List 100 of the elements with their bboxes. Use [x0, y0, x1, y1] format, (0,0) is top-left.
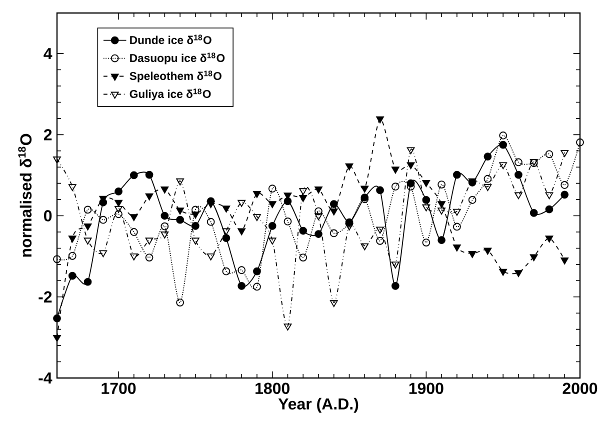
point	[330, 229, 338, 238]
legend-label: Dunde ice δ$^{18}$O	[130, 34, 212, 44]
y-tick-label: 2	[44, 129, 52, 140]
point	[268, 222, 276, 230]
point	[160, 186, 169, 194]
point	[514, 170, 522, 179]
point	[222, 234, 230, 242]
point	[53, 314, 61, 322]
point	[545, 205, 554, 214]
legend-label: Dasuopu ice δ$^{18}$O	[130, 52, 225, 64]
point	[206, 253, 215, 260]
point	[438, 180, 446, 188]
point	[314, 230, 322, 238]
point	[438, 236, 446, 244]
point	[376, 116, 384, 124]
point	[422, 238, 430, 246]
point	[160, 232, 169, 238]
point	[206, 218, 215, 226]
point	[68, 272, 76, 280]
point	[130, 214, 138, 222]
point	[406, 147, 415, 154]
point	[299, 226, 308, 235]
point	[53, 156, 61, 164]
point	[160, 222, 169, 230]
point	[560, 258, 569, 264]
point	[560, 181, 569, 189]
point	[330, 208, 338, 216]
point	[222, 228, 230, 236]
point	[560, 190, 569, 199]
point	[545, 192, 554, 200]
point	[114, 188, 122, 196]
point	[468, 196, 476, 204]
point	[284, 197, 292, 206]
point	[176, 298, 184, 306]
y-tick-label: -4	[38, 372, 52, 384]
y-axis-title: normalised δ$^{18}$O	[18, 134, 32, 257]
point	[145, 254, 154, 262]
point	[84, 238, 92, 245]
y-tick-label: 4	[44, 48, 52, 60]
point	[84, 223, 92, 230]
point	[314, 186, 322, 194]
point	[499, 140, 508, 149]
point	[192, 212, 200, 219]
point	[268, 201, 276, 208]
point	[422, 180, 430, 187]
point	[314, 213, 322, 220]
point	[192, 222, 200, 230]
point	[391, 282, 400, 290]
point	[114, 210, 122, 218]
point	[268, 184, 276, 193]
point	[345, 163, 354, 170]
point	[484, 174, 492, 183]
point	[299, 254, 308, 262]
x-tick-label: 1700	[102, 382, 136, 394]
point	[484, 184, 492, 192]
point	[145, 238, 154, 245]
point	[284, 324, 292, 331]
point	[560, 150, 569, 157]
point	[330, 200, 338, 208]
point	[130, 171, 138, 180]
point	[176, 208, 184, 215]
point	[284, 218, 292, 226]
legend-label: Speleothem δ$^{18}$O	[130, 70, 222, 82]
point	[484, 248, 492, 255]
point	[360, 186, 369, 193]
x-tick-label: 2000	[562, 382, 598, 394]
point	[576, 138, 584, 146]
point	[453, 222, 461, 231]
point	[453, 208, 461, 216]
point	[114, 206, 122, 213]
point	[68, 236, 76, 243]
point	[192, 238, 200, 245]
point	[130, 253, 138, 260]
point	[391, 262, 400, 268]
point	[253, 282, 261, 291]
x-tick-label: 1900	[409, 382, 444, 394]
point	[299, 195, 308, 202]
point	[268, 238, 276, 245]
point	[453, 170, 461, 179]
point	[176, 178, 184, 186]
point	[53, 255, 61, 264]
point	[530, 254, 538, 262]
y-tick-label: -2	[38, 291, 52, 302]
point	[160, 212, 169, 220]
point	[468, 251, 476, 258]
point	[84, 278, 92, 286]
point	[84, 206, 92, 214]
point	[176, 216, 184, 224]
point	[391, 166, 400, 174]
point	[238, 282, 246, 290]
point	[114, 200, 122, 207]
point	[484, 152, 492, 160]
y-tick-label: 0	[44, 210, 52, 222]
point	[145, 170, 154, 179]
point	[376, 226, 384, 234]
point	[438, 208, 446, 215]
point	[99, 250, 108, 258]
point	[514, 158, 522, 166]
point	[145, 193, 154, 200]
point	[222, 206, 230, 213]
